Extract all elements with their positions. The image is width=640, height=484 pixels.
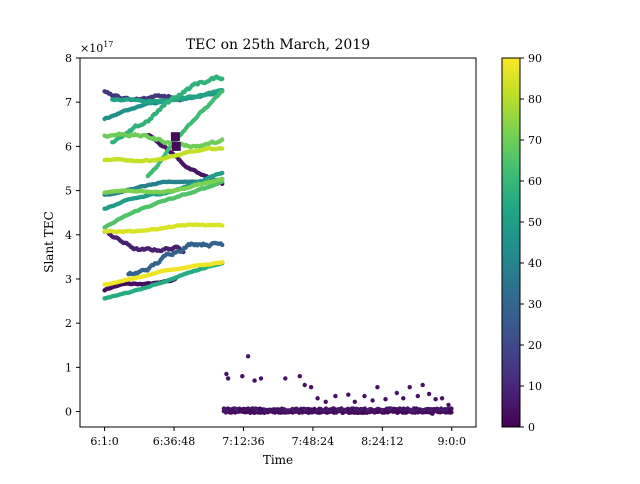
data-point [333,393,338,399]
y-tick-label: 4 [65,229,72,242]
data-point [240,374,245,379]
data-point [220,137,225,142]
data-point [346,392,351,397]
series-track [145,89,225,179]
data-point [430,411,435,416]
y-tick-label: 6 [65,140,72,153]
x-tick-label: 6:36:48 [153,435,195,448]
x-axis-label: Time [263,453,293,467]
y-exponent-base: ×10 [80,42,103,55]
data-point [315,396,320,401]
data-point [375,385,380,390]
y-tick-label: 8 [65,52,72,65]
colorbar-tick-label: 70 [528,134,542,147]
data-point [302,382,307,388]
x-tick-label: 7:48:24 [292,435,334,448]
data-point [220,146,225,151]
data-point [224,371,229,377]
data-point [426,391,432,397]
y-exponent-label: ×1017 [80,40,113,55]
colorbar-tick-label: 50 [528,216,542,229]
y-tick-label: 7 [65,96,72,109]
y-tick-label: 1 [65,361,72,374]
colorbar-tick-label: 0 [528,421,535,434]
chart-title: TEC on 25th March, 2019 [186,37,370,53]
data-point [220,177,225,182]
series-track [102,145,225,164]
series-track [102,222,225,235]
data-point [220,242,225,248]
data-point [383,397,388,402]
data-point [297,374,302,379]
series-track [102,179,225,230]
marker-square [170,132,180,142]
data-point [258,376,264,381]
data-point [352,399,357,404]
colorbar-tick-label: 30 [528,298,542,311]
data-point [220,223,225,228]
data-point [433,397,438,402]
data-point [449,406,454,411]
data-marks [102,74,454,416]
data-point [323,399,328,404]
y-tick-label: 2 [65,317,72,330]
data-point [446,402,451,408]
colorbar-tick-label: 80 [528,93,542,106]
x-axis: 6:1:0 6:36:48 7:12:36 7:48:24 8:24:12 9:0:0 [90,427,466,448]
series-track [102,260,225,287]
x-tick-label: 7:12:36 [222,435,264,448]
colorbar-tick-label: 40 [528,257,542,270]
data-point [283,376,288,381]
data-point [252,378,257,383]
data-point [220,89,225,94]
y-axis-label: Slant TEC [42,211,56,273]
data-point [245,354,251,359]
colorbar-tick-label: 10 [528,380,542,393]
series-track [110,74,225,145]
series-track [102,177,225,195]
colorbar-ticks: 0 10 20 30 40 50 60 70 80 90 [520,52,542,434]
data-point [225,376,231,381]
colorbar-tick-label: 20 [528,339,542,352]
x-tick-label: 6:1:0 [90,435,118,448]
data-point [220,170,225,176]
marker-square [171,141,181,151]
x-tick-label: 9:0:0 [438,435,466,448]
data-point [220,260,225,265]
y-tick-label: 0 [65,406,72,419]
data-point [407,385,412,390]
series-track [126,240,225,277]
plot-frame [79,57,477,428]
data-point [362,393,367,399]
y-axis: 0 1 2 3 4 5 6 7 8 [65,52,80,419]
data-point [394,390,399,396]
data-point [308,385,314,390]
data-point [220,76,225,82]
colorbar-tick-label: 60 [528,175,542,188]
y-tick-label: 5 [65,185,72,198]
x-tick-label: 8:24:12 [361,435,403,448]
series-track [102,229,186,255]
y-tick-label: 3 [65,273,72,286]
data-point [420,382,425,388]
colorbar-tick-label: 90 [528,52,542,65]
colorbar [501,57,521,428]
data-point [370,398,375,403]
y-exponent-power: 17 [103,40,113,49]
data-point [401,396,406,401]
data-point [415,393,420,399]
data-point [439,396,445,401]
